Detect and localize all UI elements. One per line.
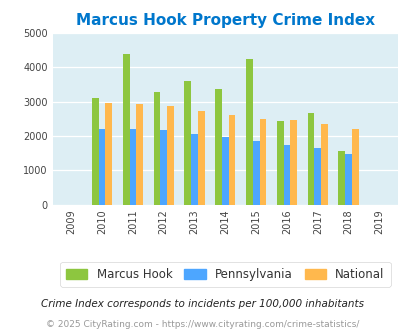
Bar	[98, 129, 105, 205]
Bar	[215, 89, 222, 205]
Legend: Marcus Hook, Pennsylvania, National: Marcus Hook, Pennsylvania, National	[60, 262, 390, 287]
Bar	[252, 142, 259, 205]
Bar	[351, 129, 358, 205]
Bar	[197, 111, 204, 205]
Bar	[307, 113, 313, 205]
Title: Marcus Hook Property Crime Index: Marcus Hook Property Crime Index	[76, 13, 374, 28]
Bar	[313, 148, 320, 205]
Bar	[344, 154, 351, 205]
Bar	[184, 81, 191, 205]
Bar	[320, 124, 327, 205]
Bar	[167, 106, 173, 205]
Bar	[122, 54, 129, 205]
Text: © 2025 CityRating.com - https://www.cityrating.com/crime-statistics/: © 2025 CityRating.com - https://www.city…	[46, 320, 359, 329]
Bar	[222, 137, 228, 205]
Bar	[276, 121, 283, 205]
Bar	[245, 59, 252, 205]
Bar	[228, 115, 235, 205]
Bar	[92, 98, 98, 205]
Bar	[136, 104, 143, 205]
Bar	[105, 103, 112, 205]
Bar	[290, 120, 296, 205]
Text: Crime Index corresponds to incidents per 100,000 inhabitants: Crime Index corresponds to incidents per…	[41, 299, 364, 309]
Bar	[191, 134, 197, 205]
Bar	[283, 145, 290, 205]
Bar	[160, 130, 167, 205]
Bar	[259, 119, 266, 205]
Bar	[338, 151, 344, 205]
Bar	[129, 129, 136, 205]
Bar	[153, 92, 160, 205]
